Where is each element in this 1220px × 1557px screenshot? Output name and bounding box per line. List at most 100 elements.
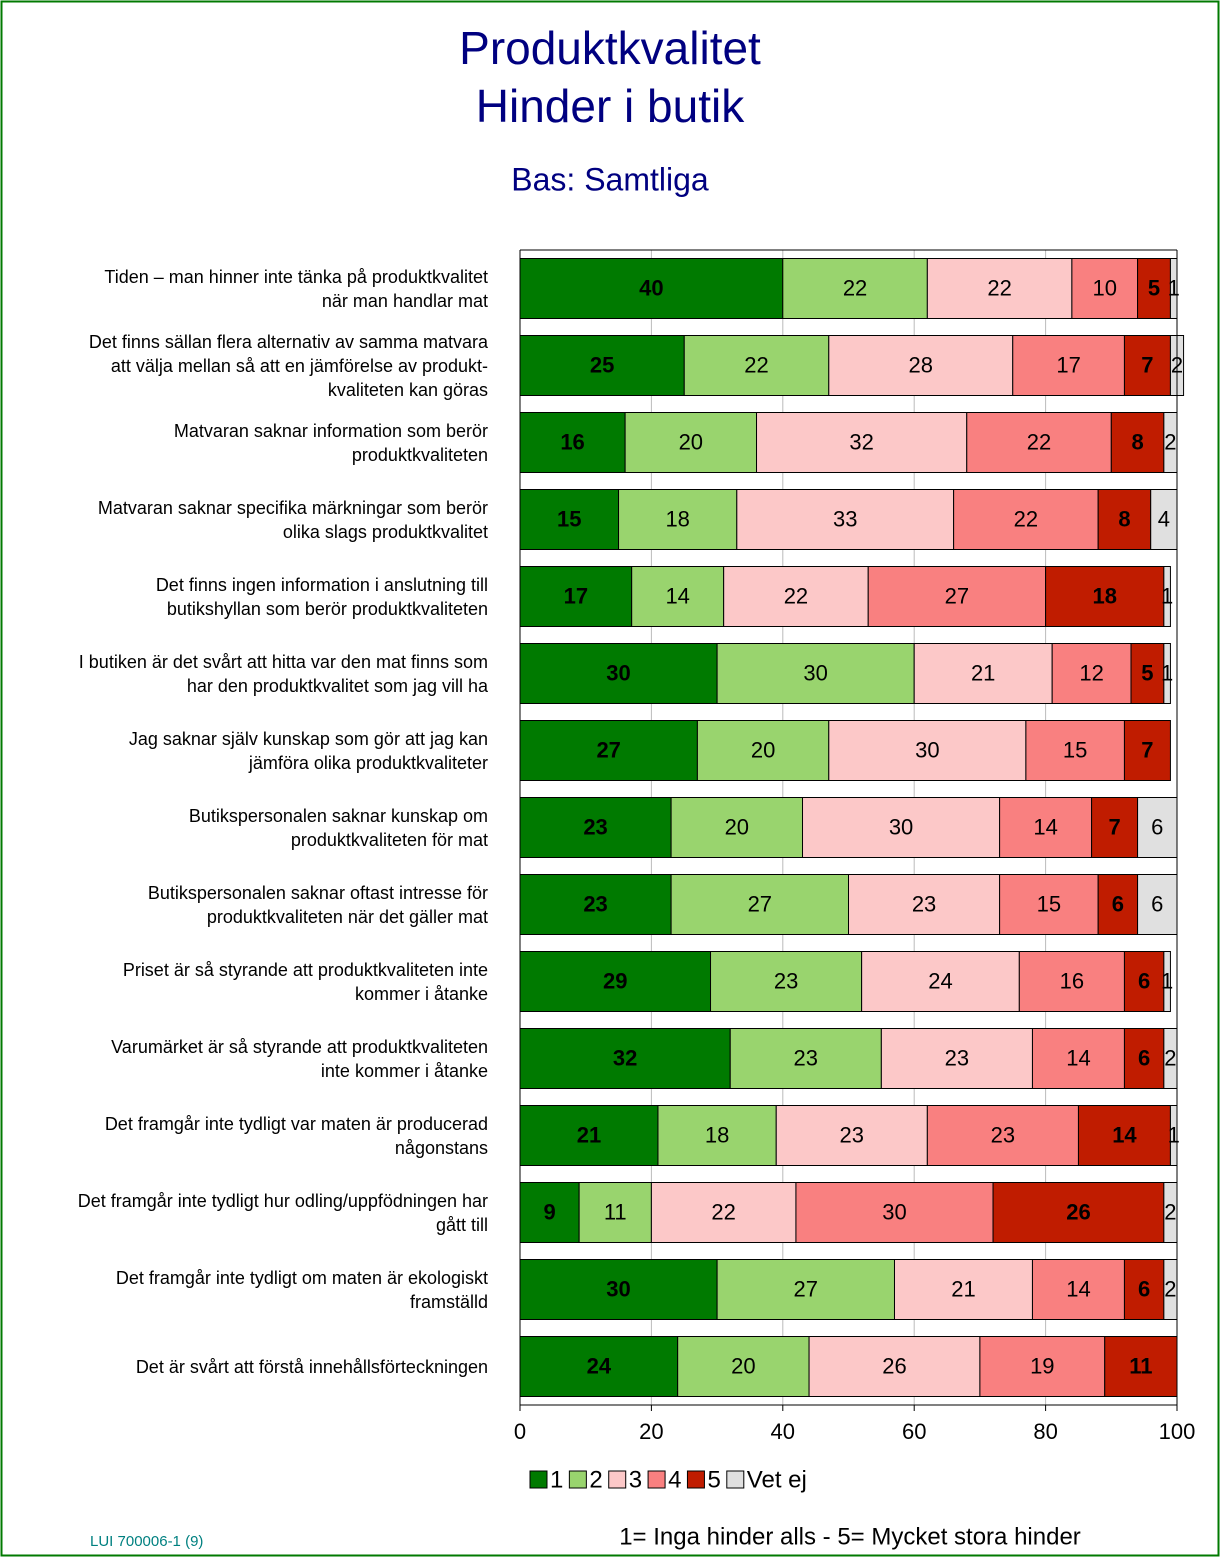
value-label: 1: [1161, 968, 1173, 993]
legend-swatch: [529, 1470, 548, 1489]
value-label: 33: [833, 506, 857, 531]
value-label: 32: [613, 1045, 637, 1070]
chart-title: Hinder i butik: [476, 80, 745, 132]
value-label: 7: [1141, 737, 1153, 762]
value-label: 20: [731, 1353, 755, 1378]
x-tick-label: 80: [1033, 1419, 1057, 1444]
bar-segment: [1163, 643, 1171, 704]
bar-segment: [624, 412, 758, 473]
x-tick-label: 40: [771, 1419, 795, 1444]
value-label: 23: [991, 1122, 1015, 1147]
value-label: 22: [1027, 429, 1051, 454]
bar-segment: [696, 720, 830, 781]
bar-segment: [861, 951, 1020, 1012]
value-label: 20: [725, 814, 749, 839]
value-label: 23: [945, 1045, 969, 1070]
x-tick-label: 20: [639, 1419, 663, 1444]
value-label: 24: [928, 968, 952, 993]
bar-segment: [1031, 1259, 1125, 1320]
value-label: 40: [639, 275, 663, 300]
value-label: 2: [1164, 429, 1176, 454]
value-label: 27: [748, 891, 772, 916]
legend-swatch: [686, 1470, 705, 1489]
value-label: 19: [1030, 1353, 1054, 1378]
bar-segment: [926, 1105, 1079, 1166]
bar-segment: [519, 489, 620, 550]
bar-segment: [893, 1259, 1033, 1320]
bar-segment: [1163, 951, 1171, 1012]
value-label: 21: [951, 1276, 975, 1301]
value-label: 16: [560, 429, 584, 454]
bar-segment: [867, 566, 1047, 627]
x-tick-label: 60: [902, 1419, 926, 1444]
value-label: 30: [803, 660, 827, 685]
value-label: 12: [1079, 660, 1103, 685]
category-label: Det framgår inte tydligt om maten är eko…: [115, 1267, 488, 1312]
bar-segment: [519, 720, 698, 781]
bar-segment: [1018, 951, 1125, 1012]
category-label: Det finns sällan flera alternativ av sam…: [88, 331, 488, 400]
value-label: 16: [1060, 968, 1084, 993]
bar-segment: [578, 1182, 652, 1243]
value-label: 18: [1092, 583, 1116, 608]
bar-segment: [775, 1105, 928, 1166]
value-label: 1: [1161, 660, 1173, 685]
chart-title: Produktkvalitet: [459, 22, 761, 74]
value-label: 28: [909, 352, 933, 377]
legend-swatch: [647, 1470, 666, 1489]
bar-segment: [519, 1259, 718, 1320]
value-label: 17: [1056, 352, 1080, 377]
bar-segment: [1031, 1028, 1125, 1089]
value-label: 4: [1158, 506, 1170, 531]
value-label: 11: [604, 1199, 627, 1224]
bar-segment: [1071, 258, 1139, 319]
value-label: 26: [1066, 1199, 1090, 1224]
category-label: Butikspersonalen saknar kunskap om produ…: [188, 805, 488, 850]
value-label: 27: [596, 737, 620, 762]
footer: LUI 700006-1 (9): [90, 1533, 203, 1550]
bar-segment: [519, 1028, 731, 1089]
bar-segment: [519, 258, 784, 319]
value-label: 24: [587, 1353, 612, 1378]
bar-segment: [670, 874, 849, 935]
bar-segment: [519, 335, 685, 396]
value-label: 15: [1037, 891, 1061, 916]
value-label: 15: [557, 506, 581, 531]
x-tick-label: 0: [514, 1419, 526, 1444]
bar-segment: [1025, 720, 1125, 781]
value-label: 22: [744, 352, 768, 377]
value-label: 25: [590, 352, 614, 377]
category-label: Butikspersonalen saknar oftast intresse …: [147, 882, 488, 927]
legend-label: 1: [550, 1466, 563, 1493]
bar-segment: [1137, 797, 1178, 858]
value-label: 6: [1138, 1045, 1150, 1070]
value-label: 11: [1129, 1353, 1152, 1378]
bar-segment: [519, 412, 626, 473]
value-label: 32: [849, 429, 873, 454]
bar-segment: [1123, 1259, 1165, 1320]
value-label: 8: [1118, 506, 1130, 531]
bar-segment: [880, 1028, 1033, 1089]
value-label: 30: [915, 737, 939, 762]
bar-segment: [650, 1182, 797, 1243]
bar-segment: [1123, 951, 1165, 1012]
value-label: 29: [603, 968, 627, 993]
bar-segment: [1137, 258, 1171, 319]
value-label: 2: [1164, 1045, 1176, 1070]
value-label: 17: [564, 583, 588, 608]
category-label: Det finns ingen information i anslutning…: [155, 574, 488, 619]
value-label: 5: [1141, 660, 1153, 685]
bar-segment: [828, 335, 1014, 396]
value-label: 6: [1112, 891, 1124, 916]
legend-label: 4: [668, 1466, 681, 1493]
bar-segment: [782, 258, 928, 319]
bar-segment: [1123, 335, 1171, 396]
value-label: 23: [840, 1122, 864, 1147]
category-label: Jag saknar själv kunskap som gör att jag…: [128, 728, 488, 773]
bar-segment: [999, 797, 1093, 858]
category-label: Det är svårt att förstå innehållsförteck…: [135, 1356, 488, 1377]
bar-segment: [1097, 874, 1139, 935]
bar-segment: [729, 1028, 882, 1089]
bar-segment: [1091, 797, 1139, 858]
